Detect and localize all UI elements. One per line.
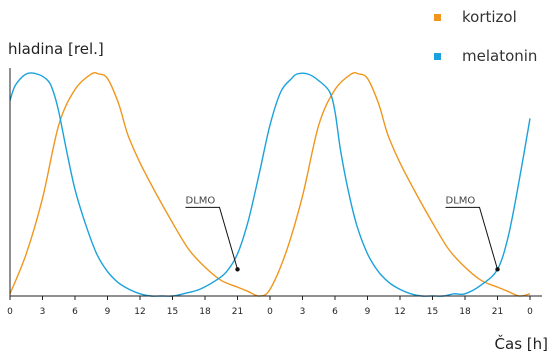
x-tick-label: 9: [365, 307, 371, 317]
x-tick-label: 15: [427, 307, 438, 317]
x-tick-label: 6: [72, 307, 78, 317]
x-tick-label: 0: [267, 307, 273, 317]
annotation-dot: [495, 267, 500, 272]
x-tick-label: 12: [134, 307, 145, 317]
annotation-label: DLMO: [186, 195, 216, 206]
annotation-leader: [445, 206, 498, 270]
x-tick-label: 6: [332, 307, 338, 317]
x-tick-label: 21: [232, 307, 243, 317]
annotation-dot: [235, 267, 240, 272]
legend-swatch-melatonin: [434, 53, 441, 60]
annotation-leader: [185, 206, 238, 270]
x-tick-label: 12: [394, 307, 405, 317]
legend-label-kortizol: kortizol: [462, 8, 517, 26]
x-tick-layer: 0 3 6 9 12 15 18 21 0 3 6 9 12 15 18 21 0: [7, 296, 533, 317]
x-tick-label: 3: [300, 307, 306, 317]
x-tick-label: 18: [459, 307, 471, 317]
series-line-kortizol: [9, 71, 531, 297]
series-line-melatonin: [9, 72, 531, 297]
x-axis-title: Čas [h]: [495, 334, 548, 353]
x-tick-label: 21: [492, 307, 503, 317]
annotation-layer: DLMO DLMO: [185, 195, 500, 272]
legend: kortizol melatonin: [434, 8, 537, 65]
x-tick-label: 0: [7, 307, 13, 317]
legend-label-melatonin: melatonin: [462, 47, 537, 65]
x-tick-label: 18: [199, 307, 211, 317]
x-tick-label: 0: [527, 307, 533, 317]
x-tick-label: 3: [40, 307, 46, 317]
y-axis-title: hladina [rel.]: [8, 40, 104, 58]
x-tick-label: 9: [105, 307, 111, 317]
annotation-label: DLMO: [446, 195, 476, 206]
legend-swatch-kortizol: [434, 14, 441, 21]
x-tick-label: 15: [167, 307, 178, 317]
series-layer: [9, 71, 531, 297]
